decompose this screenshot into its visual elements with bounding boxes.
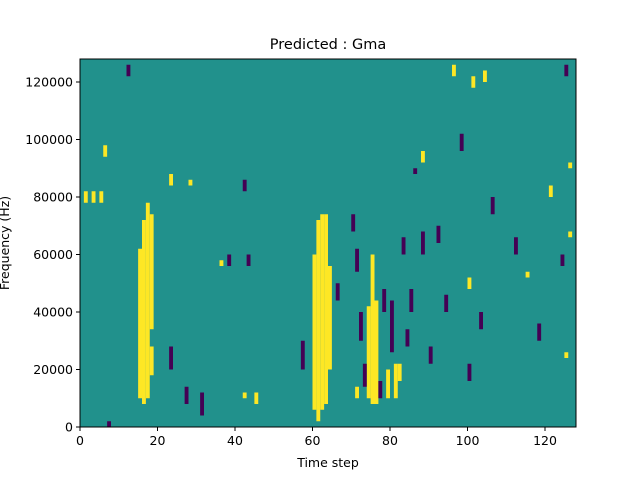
heatmap-cell-low	[479, 312, 483, 330]
heatmap-cell-high	[467, 277, 472, 289]
heatmap-cell-high	[370, 254, 375, 404]
plot-area	[80, 59, 576, 427]
x-tick-label: 0	[76, 433, 84, 448]
heatmap-cell-high	[169, 174, 173, 186]
heatmap-cell-low	[382, 289, 387, 312]
heatmap-cell-high	[103, 145, 108, 157]
heatmap-cell-high	[374, 300, 379, 404]
heatmap-cell-high	[149, 346, 154, 376]
heatmap-cell-low	[436, 225, 441, 243]
heatmap-cell-low	[126, 64, 131, 77]
heatmap-cell-low	[378, 381, 383, 399]
y-tick-label: 20000	[33, 362, 73, 377]
heatmap-cell-high	[421, 151, 425, 163]
heatmap-cell-high	[397, 363, 402, 381]
heatmap-cell-high	[312, 254, 317, 410]
heatmap-cell-low	[401, 237, 406, 255]
heatmap-cell-low	[514, 237, 518, 255]
heatmap-cell-high	[142, 220, 146, 404]
x-tick-label: 120	[533, 433, 557, 448]
heatmap-cell-high	[242, 392, 247, 399]
heatmap-cell-low	[169, 346, 173, 370]
heatmap-cell-low	[413, 168, 418, 174]
heatmap-cell-low	[351, 214, 356, 232]
heatmap-cell-low	[467, 363, 472, 381]
heatmap-cell-low	[355, 248, 359, 272]
heatmap-cell-low	[107, 421, 111, 427]
heatmap-cell-high	[145, 202, 150, 399]
x-axis-label: Time step	[296, 455, 359, 470]
heatmap-cell-high	[83, 191, 88, 203]
x-tick-label: 60	[305, 433, 321, 448]
y-tick-label: 80000	[33, 190, 73, 205]
x-tick-label: 100	[456, 433, 480, 448]
heatmap-cell-low	[428, 346, 433, 364]
y-tick-label: 100000	[25, 132, 73, 147]
heatmap-cell-high	[188, 179, 193, 186]
y-tick-label: 120000	[25, 75, 73, 90]
heatmap-cell-high	[386, 369, 390, 399]
heatmap-cell-high	[254, 392, 259, 404]
x-tick-label: 20	[150, 433, 166, 448]
heatmap-cell-high	[471, 76, 476, 88]
heatmap-cell-low	[362, 363, 367, 387]
heatmap-cell-high	[568, 231, 573, 238]
heatmap-cell-low	[409, 289, 414, 312]
heatmap-cell-high	[91, 191, 96, 203]
y-axis-label: Frequency (Hz)	[0, 196, 12, 290]
heatmap-cell-low	[459, 133, 464, 151]
axes: 0 20 40 60 80 100 120 0 20000 40000 60000 80000 1000…	[25, 58, 577, 448]
heatmap-cell-high	[355, 386, 359, 399]
heatmap-cell-low	[444, 294, 449, 312]
heatmap-cell-high	[393, 363, 398, 399]
heatmap-cell-high	[564, 352, 569, 358]
heatmap-cell-low	[537, 323, 542, 341]
chart-title: Predicted : Gma	[270, 37, 386, 53]
heatmap-cell-low	[405, 329, 410, 347]
heatmap-cell-high	[568, 162, 573, 169]
heatmap-cell-high	[324, 214, 328, 404]
heatmap-cell-low	[490, 197, 495, 215]
y-tick-label: 0	[65, 420, 73, 435]
plot-frame	[79, 58, 577, 428]
heatmap-cell-high	[483, 70, 487, 82]
y-tick-label: 40000	[33, 305, 73, 320]
heatmap-cell-low	[359, 312, 363, 341]
heatmap-cell-high	[316, 220, 321, 422]
y-tick-label: 60000	[33, 247, 73, 262]
heatmap-cell-low	[227, 254, 232, 266]
heatmap-cell-high	[149, 214, 154, 330]
heatmap-cell-low	[242, 179, 247, 192]
heatmap-cell-low	[300, 340, 305, 370]
heatmap-cell-low	[564, 64, 569, 77]
heatmap-cell-high	[548, 185, 553, 197]
heatmap-cell-low	[421, 231, 425, 255]
heatmap-cell-high	[219, 260, 224, 266]
heatmap-cell-low	[246, 254, 251, 266]
heatmap-cell-low	[184, 386, 189, 404]
heatmap-cell-low	[200, 392, 204, 416]
heatmap-cell-high	[138, 248, 142, 399]
heatmap-cell-low	[390, 300, 394, 353]
heatmap-cell-high	[525, 271, 530, 278]
heatmap-cell-high	[99, 191, 104, 203]
heatmap-cell-high	[452, 64, 456, 77]
heatmap-cell-low	[335, 283, 340, 301]
heatmap-cell-low	[560, 254, 565, 266]
x-tick-label: 80	[382, 433, 398, 448]
heatmap-cell-high	[320, 214, 325, 410]
heatmap-cell-high	[366, 306, 371, 399]
heatmap-cell-high	[328, 266, 332, 370]
x-tick-label: 40	[227, 433, 243, 448]
